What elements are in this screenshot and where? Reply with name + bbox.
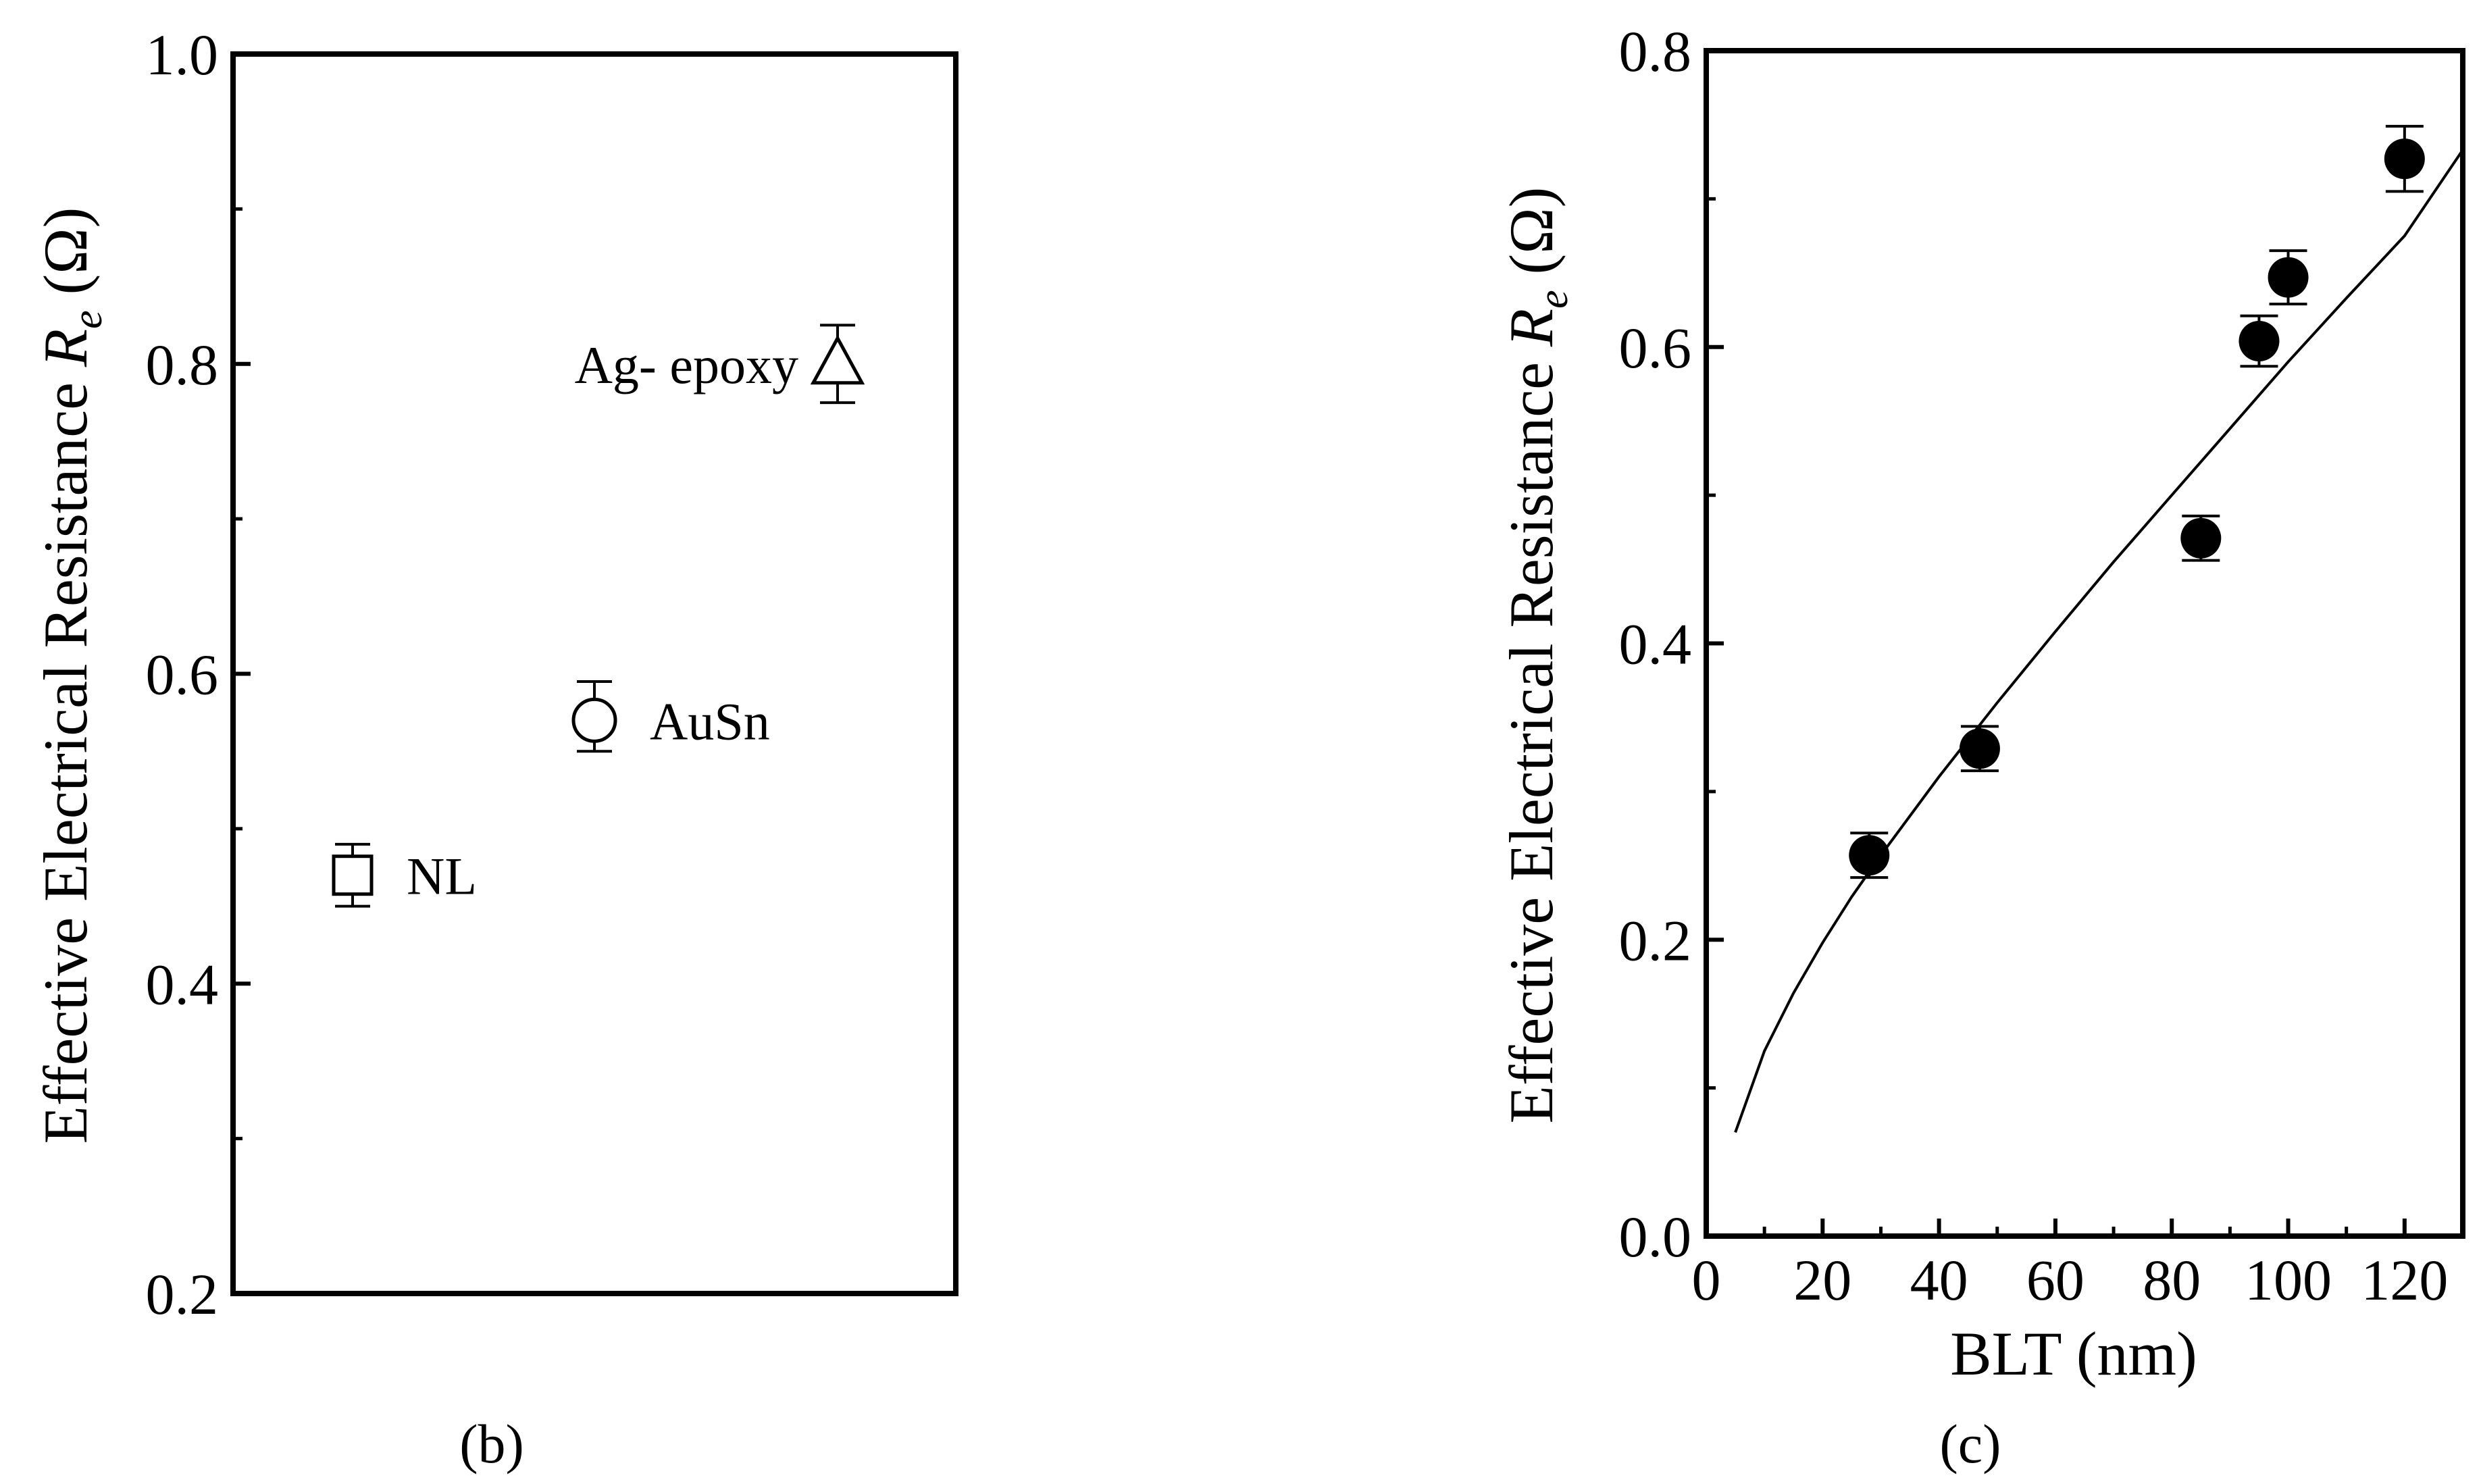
panel-b-y-tick-label: 0.2 [146,1262,219,1327]
filled-circle-marker [1959,728,2000,769]
panel-c-x-tick-label: 80 [2143,1248,2201,1312]
panel-b-y-ticks: 0.2 0.4 0.6 0.8 1.0 [146,22,251,1327]
panel-c-y-tick-label: 0.4 [1619,612,1692,677]
panel-c-axis-ticks: 0.0 0.2 0.4 0.6 0.8 0 20 40 60 80 100 120 [1619,19,2449,1312]
panel-b-point-triangle: Ag- epoxy [575,324,865,405]
filled-circle-marker [2268,257,2309,298]
panel-c-data-point [2384,124,2425,193]
panel-c-data-point [1959,725,2000,773]
panel-c-x-tick-label: 40 [1910,1248,1968,1312]
panel-b-y-tick-label: 0.8 [146,332,219,397]
panel-c-y-axis-label: Effective Electrical Resistance Re (Ω) [1497,187,1577,1124]
triangle-marker [810,334,865,385]
panel-c-data-point [2239,314,2280,368]
panel-b-point-label: Ag- epoxy [575,336,798,394]
panel-b-points: NL AuSn Ag- epoxy [332,324,865,908]
filled-circle-marker [2180,517,2222,559]
panel-c-x-tick-label: 60 [2026,1248,2084,1312]
panel-b-point-square: NL [332,842,477,908]
panel-b-y-axis-label: Effective Electrical Resistance Re (Ω) [31,207,111,1144]
panel-c-data-point [1849,831,1890,879]
square-marker [332,854,374,896]
circle-marker [571,697,617,743]
panel-c-fit-curve [1734,149,2464,1133]
panel-b: 0.2 0.4 0.6 0.8 1.0 NL AuSn Ag- epoxy Effectiv… [31,22,958,1475]
panel-c-x-tick-label: 100 [2245,1248,2332,1312]
panel-b-point-label: AuSn [650,692,770,750]
panel-c-data-point [2268,249,2309,306]
panel-b-y-tick-label: 0.4 [146,952,219,1017]
filled-circle-marker [2384,138,2425,180]
panel-b-y-tick-label: 1.0 [146,22,219,87]
panel-c-points [1849,124,2425,879]
panel-b-label: (b) [459,1413,524,1475]
panel-c-data-point [2180,514,2222,562]
panel-c-x-tick-label: 0 [1692,1248,1721,1312]
panel-c: 0.0 0.2 0.4 0.6 0.8 0 20 40 60 80 100 120 Effective… [1497,19,2465,1475]
panel-c-y-tick-label: 0.6 [1619,315,1692,380]
panel-c-x-axis-label: BLT (nm) [1950,1319,2197,1388]
panel-c-x-tick-label: 120 [2361,1248,2448,1312]
panel-c-plot-frame [1704,48,2465,1239]
filled-circle-marker [1849,835,1890,876]
panel-c-label: (c) [1939,1413,2001,1475]
panel-c-y-tick-label: 0.8 [1619,19,1692,84]
panel-c-y-tick-label: 0.2 [1619,908,1692,973]
panel-b-plot-frame [230,51,958,1296]
panel-b-y-tick-label: 0.6 [146,642,219,707]
panel-c-y-tick-label: 0.0 [1619,1204,1692,1269]
panel-b-point-circle: AuSn [571,680,770,753]
panel-b-point-label: NL [407,847,477,906]
filled-circle-marker [2239,320,2280,361]
panel-c-x-tick-label: 20 [1793,1248,1851,1312]
